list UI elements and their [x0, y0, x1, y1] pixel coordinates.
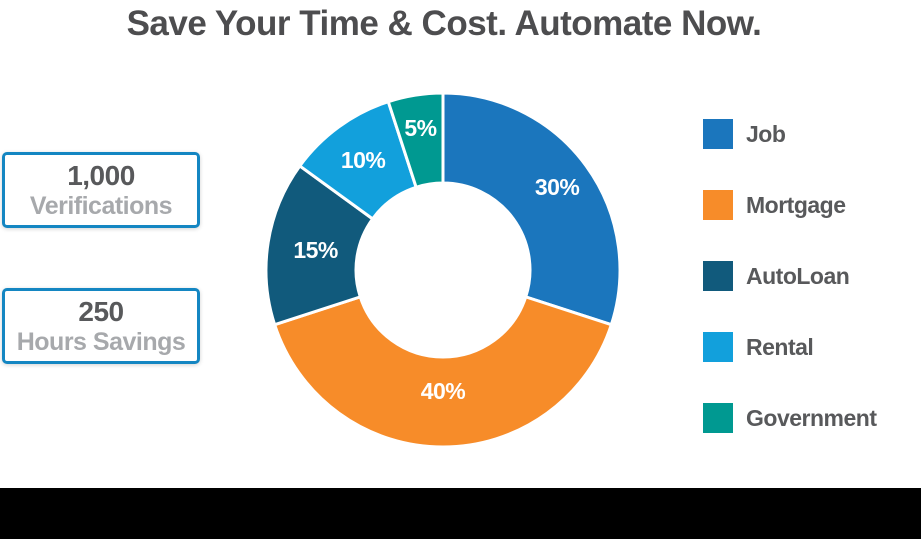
legend-swatch-rental	[703, 332, 733, 362]
legend-item-mortgage: Mortgage	[703, 190, 876, 220]
stat-box-hours-savings: 250 Hours Savings	[2, 288, 200, 364]
slice-label-job: 30%	[535, 174, 580, 200]
donut-slice-autoloan	[264, 164, 375, 327]
legend-item-rental: Rental	[703, 332, 876, 362]
legend-label: Government	[746, 404, 877, 431]
slice-label-government: 5%	[404, 115, 436, 141]
legend-label: Rental	[746, 333, 814, 360]
legend-swatch-government	[703, 403, 733, 433]
legend-item-government: Government	[703, 403, 877, 433]
legend-swatch-mortgage	[703, 190, 733, 220]
legend-item-autoloan: AutoLoan	[703, 261, 876, 291]
bottom-bar	[0, 488, 921, 539]
legend-swatch-job	[703, 119, 733, 149]
donut-slice-government	[386, 91, 445, 189]
stat-value-hours-savings: 250	[78, 296, 124, 328]
legend-item-job: Job	[703, 119, 876, 149]
stat-value-verifications: 1,000	[67, 160, 135, 192]
page-title: Save Your Time & Cost. Automate Now.	[126, 4, 762, 43]
stat-label-verifications: Verifications	[29, 191, 173, 220]
legend-swatch-autoloan	[703, 261, 733, 291]
legend-label: Mortgage	[746, 191, 846, 218]
legend-label: AutoLoan	[746, 262, 850, 289]
legend-label: Job	[746, 120, 786, 147]
stat-box-verifications: 1,000 Verifications	[2, 152, 200, 228]
stat-label-hours-savings: Hours Savings	[16, 327, 186, 356]
chart-legend: Job Mortgage AutoLoan Rental Government	[703, 119, 877, 433]
donut-slice-job	[441, 91, 622, 327]
slice-label-rental: 10%	[341, 147, 386, 173]
slice-label-autoloan: 15%	[293, 237, 338, 263]
slice-label-mortgage: 40%	[421, 378, 466, 404]
donut-slice-mortgage	[273, 295, 613, 449]
